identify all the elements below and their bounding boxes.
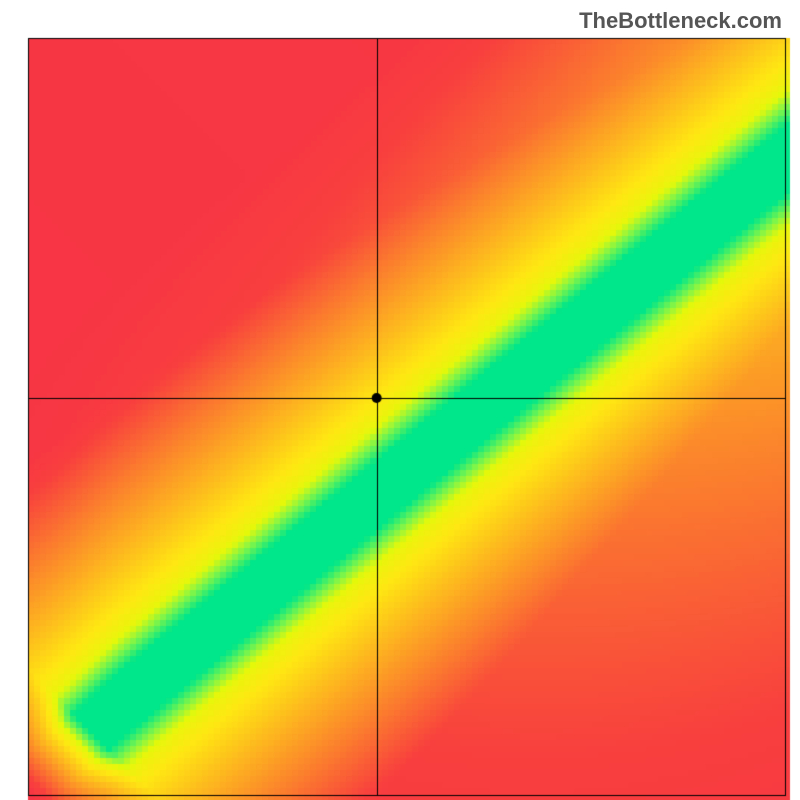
watermark-text: TheBottleneck.com (579, 8, 782, 34)
bottleneck-heatmap (0, 0, 800, 800)
chart-container: TheBottleneck.com (0, 0, 800, 800)
